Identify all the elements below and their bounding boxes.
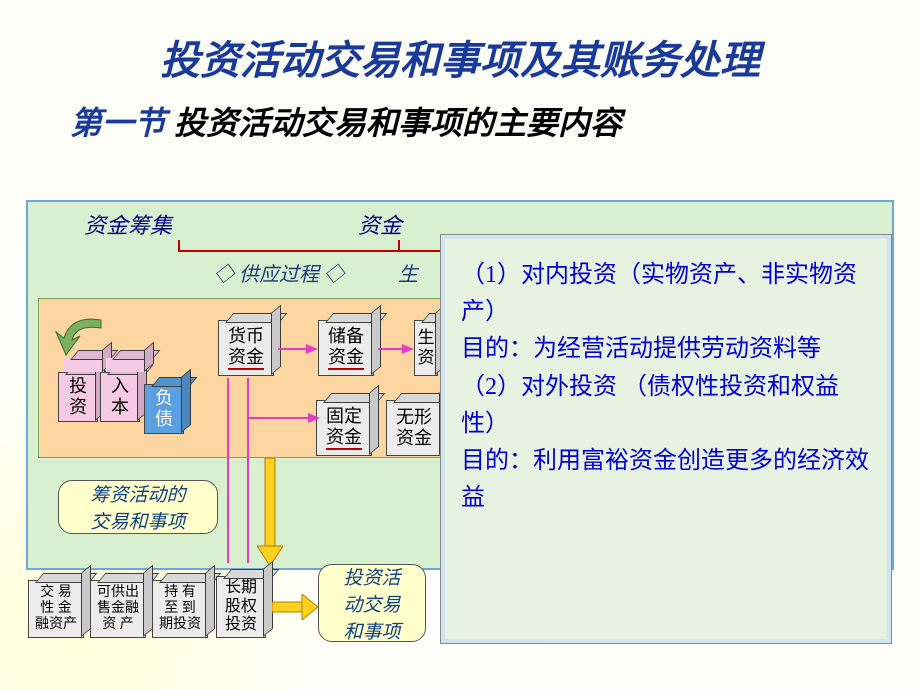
box-invest: 投 资 [58,372,98,422]
process-production: 生 [398,258,418,287]
process-supply: ◇ 供应过程 ◇ [214,258,344,287]
box-reserve-label: 储备 资金 [328,326,364,369]
header-tick-right [398,240,400,250]
overlay-line-2: 目的：为经营活动提供劳动资料等 [461,331,871,368]
box-fixed-label: 固定 资金 [326,406,362,449]
box-invest-label: 投 资 [69,376,87,417]
overlay-inner: （1）对内投资（实物资产、非实物资产） 目的：为经营活动提供劳动资料等 （2）对… [445,239,887,639]
callout-investing: 投资活 动交易 和事项 [318,564,426,642]
callout-financing-label: 筹资活动的 交易和事项 [90,480,185,534]
subtitle-prefix: 第一节 [70,105,166,141]
arrow-reserve-partial [378,340,414,358]
box-capital-label: 入 本 [111,376,129,417]
subtitle: 第一节 投资活动交易和事项的主要内容 [0,86,920,144]
box-partial: 生 资 [414,320,438,376]
callout-financing: 筹资活动的 交易和事项 [58,480,218,534]
title-text: 投资活动交易和事项及其账务处理 [160,38,760,83]
box-reserve: 储备 资金 [318,320,374,376]
card-trading-label: 交 易 性 金 融资产 [35,585,77,633]
callout-investing-label: 投资活 动交易 和事项 [343,563,400,644]
box-capital: 入 本 [100,372,140,422]
card-equity: 长期 股权 投资 [216,576,266,638]
card-available-label: 可供出 售金融 资 产 [97,585,139,633]
header-left: 资金筹集 [84,208,172,240]
box-currency-label: 货币 资金 [228,326,264,369]
subtitle-text: 投资活动交易和事项的主要内容 [166,105,622,141]
card-equity-label: 长期 股权 投资 [225,579,257,634]
arrow-currency-reserve [278,340,318,358]
overlay-line-1: （1）对内投资（实物资产、非实物资产） [461,257,871,331]
main-title: 投资活动交易和事项及其账务处理 [0,0,920,86]
card-available: 可供出 售金融 资 产 [90,580,146,638]
yellow-arrow-right [272,594,318,620]
box-currency: 货币 资金 [218,320,274,376]
box-intangible-label: 无形 资金 [396,407,432,448]
card-held-label: 持 有 至 到 期投资 [159,585,201,633]
overlay-line-4: 目的：利用富裕资金创造更多的经济效益 [461,443,871,517]
box-debt: 负 债 [144,384,184,434]
overlay-text: （1）对内投资（实物资产、非实物资产） 目的：为经营活动提供劳动资料等 （2）对… [451,245,881,633]
box-fixed: 固定 资金 [316,400,372,456]
overlay-panel: （1）对内投资（实物资产、非实物资产） 目的：为经营活动提供劳动资料等 （2）对… [440,234,892,644]
header-tick-left [178,240,180,250]
overlay-line-3: （2）对外投资 （债权性投资和权益性） [461,369,871,443]
header-right: 资金 [358,208,402,240]
card-held: 持 有 至 到 期投资 [152,580,208,638]
box-debt-label: 负 债 [155,388,173,429]
yellow-arrow-down [257,458,283,568]
curved-arrow-icon [46,310,116,360]
box-partial-label: 生 资 [418,328,435,367]
card-trading: 交 易 性 金 融资产 [28,580,84,638]
box-intangible: 无形 资金 [386,400,442,456]
box-pink-top1 [64,358,104,372]
box-pink-top2 [106,358,146,372]
